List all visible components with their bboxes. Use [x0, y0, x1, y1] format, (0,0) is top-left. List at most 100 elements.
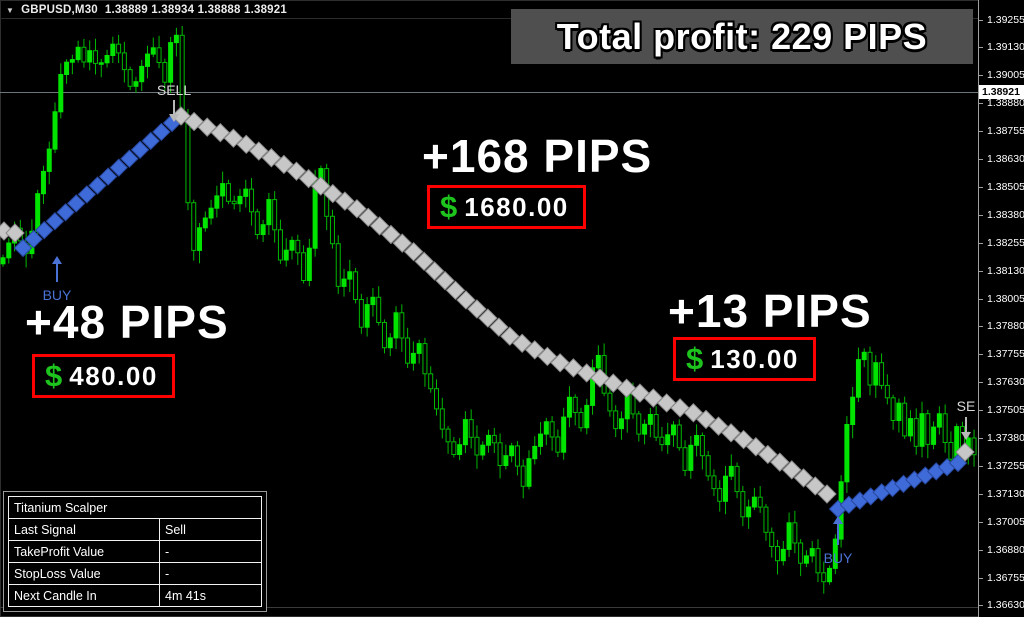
profit-headline-13: +13 PIPS	[668, 285, 872, 337]
profit-headline-168: +168 PIPS	[422, 130, 653, 182]
candle	[92, 50, 98, 64]
candle	[884, 384, 890, 399]
trail-diamond-gray	[0, 221, 14, 241]
candle	[850, 396, 856, 426]
symbol-label: GBPUSD,M30	[21, 4, 98, 16]
trail-diamond-gray	[424, 261, 445, 281]
candle	[740, 491, 746, 518]
trail-diamond-blue	[98, 167, 118, 186]
profit-amount: 130.00	[710, 343, 799, 374]
trail-diamond-blue	[24, 229, 43, 249]
trail-diamond-gray	[261, 148, 282, 168]
panel-row-value: 4m 41s	[159, 584, 262, 607]
trail-diamond-gray	[445, 280, 466, 301]
candle	[636, 413, 642, 435]
trail-diamond-blue	[88, 176, 107, 195]
axis-price-label: 1.38880	[987, 97, 1024, 110]
panel-row-label: TakeProfit Value	[8, 540, 160, 563]
trail-diamond-gray	[525, 340, 545, 360]
candle	[75, 46, 81, 61]
trail-diamond-gray	[335, 191, 355, 211]
candle	[925, 413, 931, 445]
axis-price-label: 1.38005	[987, 292, 1024, 305]
candle	[618, 418, 624, 430]
trail-diamond-blue	[13, 238, 33, 258]
candle	[682, 447, 688, 471]
candle	[237, 195, 243, 205]
axis-tick	[979, 131, 983, 133]
trail-diamond-blue	[152, 122, 171, 142]
axis-tick	[979, 354, 983, 356]
trail-diamond-gray	[381, 224, 401, 245]
axis-tick	[979, 270, 983, 272]
candle	[370, 296, 376, 306]
candle	[913, 418, 919, 447]
trail-diamond-gray	[550, 353, 570, 373]
axis-price-label: 1.37005	[987, 515, 1024, 528]
candle	[942, 413, 948, 443]
candle	[35, 193, 41, 232]
candle	[474, 436, 480, 456]
trail-diamond-gray	[392, 233, 412, 253]
candle	[705, 455, 711, 477]
candle	[861, 351, 867, 361]
trail-diamond-gray	[817, 484, 837, 504]
axis-tick	[979, 549, 983, 551]
candle	[434, 388, 439, 410]
candle	[40, 170, 46, 195]
candle	[480, 444, 486, 456]
trail-diamond-blue	[141, 131, 160, 151]
candle	[711, 475, 717, 490]
axis-tick	[979, 103, 983, 105]
indicator-table: Titanium Scalper Last Signal Sell TakePr…	[8, 496, 262, 607]
profit-amount: 1680.00	[464, 191, 569, 222]
trail-diamond-gray	[512, 333, 532, 353]
candle	[676, 424, 682, 449]
axis-price-label: 1.36880	[987, 543, 1024, 556]
candle	[746, 506, 752, 518]
candle	[46, 148, 52, 172]
candle	[734, 465, 740, 493]
trail-diamond-blue	[109, 158, 128, 177]
trail-diamond-gray	[323, 183, 343, 204]
trail-diamond-gray	[358, 207, 378, 228]
candle	[272, 199, 278, 231]
profit-amount: 480.00	[69, 360, 158, 391]
candle	[202, 217, 208, 229]
trail-diamond-gray	[236, 134, 256, 155]
candle	[197, 227, 203, 251]
chart-dropdown-icon[interactable]: ▼	[6, 5, 15, 15]
candle	[503, 455, 509, 467]
axis-tick	[979, 75, 983, 77]
axis-price-label: 1.37255	[987, 459, 1024, 472]
dollar-icon: $	[440, 189, 458, 224]
signal-label: SELL	[157, 82, 191, 98]
candle	[6, 242, 12, 259]
candle	[572, 396, 578, 413]
candle	[526, 458, 532, 487]
profit-headline-48: +48 PIPS	[25, 296, 229, 348]
candle	[543, 421, 549, 435]
candle	[116, 43, 122, 54]
candle	[751, 496, 757, 508]
profit-box-1680: $ 1680.00	[427, 185, 586, 229]
candle	[879, 362, 885, 386]
trail-diamond-gray	[5, 223, 25, 243]
axis-price-label: 1.38505	[987, 180, 1024, 193]
trail-diamond-blue	[120, 149, 139, 168]
panel-row-label: StopLoss Value	[8, 562, 160, 585]
axis-price-label: 1.37380	[987, 432, 1024, 444]
candle	[896, 402, 902, 422]
trail-diamond-gray	[500, 326, 520, 346]
candle	[907, 418, 913, 437]
price-chart: BUY SELL BUY SE	[0, 18, 978, 608]
trail-diamond-gray	[310, 176, 331, 196]
trail-diamond-gray	[746, 437, 766, 457]
candle	[803, 555, 809, 564]
candle	[277, 229, 283, 261]
candle	[289, 239, 295, 251]
candle	[185, 119, 191, 204]
candle	[81, 46, 87, 63]
current-price-badge: 1.38921	[979, 85, 1024, 99]
